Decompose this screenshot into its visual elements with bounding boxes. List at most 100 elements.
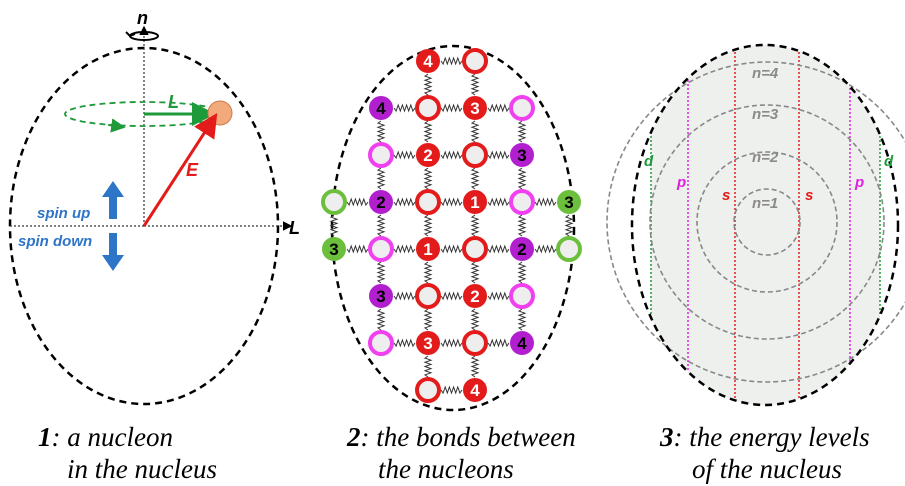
e-vector: [142, 112, 218, 227]
bond-spring: [470, 214, 480, 237]
bond-spring: [393, 197, 416, 207]
bond-spring: [487, 291, 510, 301]
nucleon-node: [510, 237, 534, 261]
nucleus-outline: [330, 44, 576, 412]
bond-spring: [423, 120, 433, 143]
caption-panel-3-line2: of the nucleus: [692, 452, 842, 486]
bond-spring: [423, 167, 433, 190]
nucleon-node-number: 1: [423, 240, 432, 259]
e-vector-label: E: [186, 160, 199, 180]
nucleon-node: [368, 236, 394, 262]
spin-up-arrow-icon: [102, 181, 124, 219]
bond-spring: [376, 120, 386, 143]
bond-spring: [440, 244, 463, 254]
level-label-n1: n=1: [752, 195, 778, 212]
nucleon-node-number: 3: [470, 99, 479, 118]
bond-spring: [517, 214, 527, 237]
nucleon-node: [463, 284, 487, 308]
bond-spring: [423, 214, 433, 237]
nucleon-node-number: 3: [564, 193, 573, 212]
caption-panel-1: 1: a nucleon: [38, 420, 173, 454]
bond-spring: [564, 214, 574, 237]
bond-spring: [534, 197, 557, 207]
sublevel-s-left: s: [722, 187, 730, 204]
nucleon-node: [463, 378, 487, 402]
caption-text-2: : the bonds between: [360, 422, 576, 452]
spin-down-label: spin down: [18, 233, 92, 250]
bond-spring: [534, 244, 557, 254]
bond-spring: [470, 167, 480, 190]
bond-spring: [393, 338, 416, 348]
spin-up-label: spin up: [37, 205, 90, 222]
caption-panel-2-line2: the nucleons: [378, 452, 514, 486]
bond-spring: [470, 308, 480, 331]
nucleon-node: [415, 283, 441, 309]
nucleon-node-number: 2: [470, 287, 479, 306]
bond-spring: [517, 167, 527, 190]
bond-spring: [487, 244, 510, 254]
panel-3-energy-levels: n=1 n=2 n=3 n=4 s s p p d d: [606, 43, 905, 407]
bond-spring: [517, 120, 527, 143]
nucleon-node: [415, 95, 441, 121]
nucleus-outline: [630, 43, 900, 407]
bond-spring: [470, 355, 480, 378]
bond-spring: [329, 214, 339, 237]
nucleon-node: [556, 236, 582, 262]
panel-1-nucleon: n L L E spin up spin down: [8, 8, 300, 406]
nucleon-node: [510, 331, 534, 355]
bond-spring: [440, 291, 463, 301]
nucleon-node: [509, 283, 535, 309]
caption-number-2: 2: [347, 422, 361, 452]
l-axis-label: L: [289, 218, 300, 238]
spin-down-arrow-icon: [102, 233, 124, 271]
nucleon-node: [462, 330, 488, 356]
bond-spring: [440, 103, 463, 113]
nucleon-node: [510, 143, 534, 167]
nucleon-node: [415, 189, 441, 215]
bond-spring: [470, 261, 480, 284]
nucleon-node: [416, 143, 440, 167]
nucleon-node-number: 4: [470, 381, 480, 400]
nucleon-node: [369, 96, 393, 120]
bond-spring: [393, 291, 416, 301]
sublevel-p-left: p: [676, 174, 686, 191]
nucleon-node-number: 2: [376, 193, 385, 212]
nucleon-node-number: 4: [423, 52, 433, 71]
bond-spring: [517, 261, 527, 284]
bond-spring: [393, 150, 416, 160]
sublevel-p-right: p: [854, 174, 864, 191]
bond-spring: [487, 338, 510, 348]
level-label-n2: n=2: [752, 149, 779, 166]
caption-panel-3: 3: the energy levels: [660, 420, 870, 454]
nucleon-node-number: 3: [376, 287, 385, 306]
nucleon-node: [416, 49, 440, 73]
nucleon-nodes: 4 4 3 2 3 2 1 3 3 1 2 3 2 3 4 4: [321, 48, 582, 403]
bond-spring: [376, 214, 386, 237]
nucleon-node-number: 2: [423, 146, 432, 165]
nucleon-node: [322, 237, 346, 261]
nucleon-node: [416, 237, 440, 261]
bond-spring: [346, 244, 369, 254]
energy-level-1: [733, 188, 801, 256]
nucleon-node: [463, 96, 487, 120]
energy-level-3: [649, 104, 885, 340]
nucleon-node: [321, 189, 347, 215]
nucleon-node: [462, 142, 488, 168]
bond-spring: [470, 73, 480, 96]
nucleon-node: [509, 189, 535, 215]
energy-level-4: [606, 61, 905, 383]
nucleon-node-number: 3: [423, 334, 432, 353]
bond-spring: [440, 197, 463, 207]
bond-spring: [517, 308, 527, 331]
nucleon-node: [369, 190, 393, 214]
level-label-n4: n=4: [752, 65, 779, 82]
bond-spring: [393, 244, 416, 254]
caption-text-1b: in the nucleus: [67, 454, 217, 484]
bond-spring: [487, 197, 510, 207]
caption-text-3b: of the nucleus: [692, 454, 842, 484]
nucleon-node-number: 3: [329, 240, 338, 259]
caption-number-1: 1: [38, 422, 52, 452]
nucleon-node: [416, 331, 440, 355]
nucleon-node: [369, 284, 393, 308]
